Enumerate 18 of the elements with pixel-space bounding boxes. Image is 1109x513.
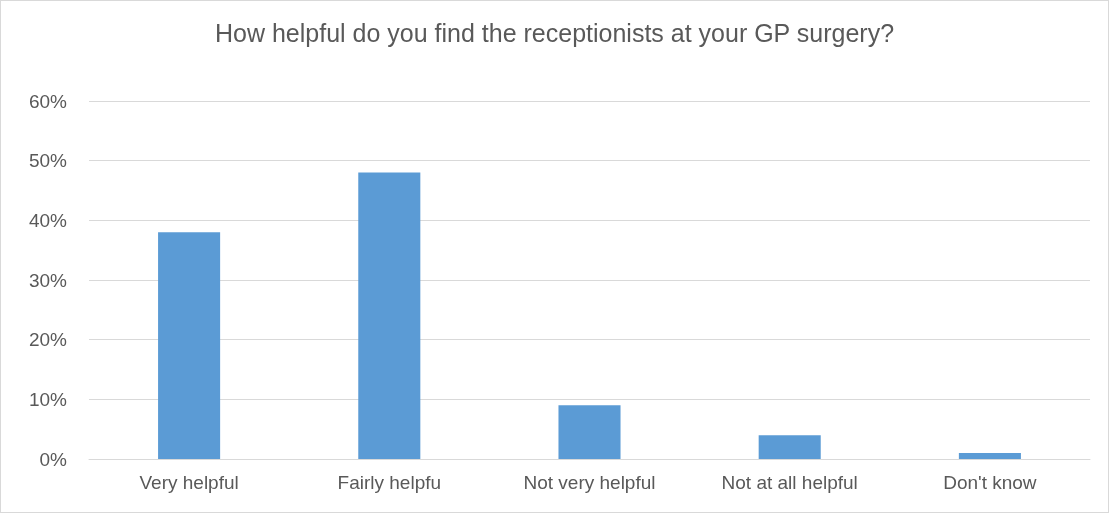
x-tick-label: Fairly helpfu [337,472,442,493]
x-tick-label: Not very helpful [523,472,656,493]
x-tick-label: Very helpful [139,472,239,493]
bar [158,232,221,459]
bar [558,405,621,459]
bar [758,435,821,459]
chart-title: How helpful do you find the receptionists at your GP surgery? [214,18,895,47]
y-tick-label: 10% [28,388,68,410]
y-tick-label: 20% [28,329,68,351]
bar [958,453,1021,459]
y-tick-label: 50% [28,150,68,172]
y-tick-label: 30% [28,269,68,291]
x-tick-label: Not at all helpful [721,472,858,493]
y-tick-label: 0% [39,448,68,470]
y-tick-label: 40% [28,209,68,231]
y-tick-label: 60% [28,90,68,112]
x-tick-label: Don't know [943,472,1037,493]
bar [358,172,421,459]
